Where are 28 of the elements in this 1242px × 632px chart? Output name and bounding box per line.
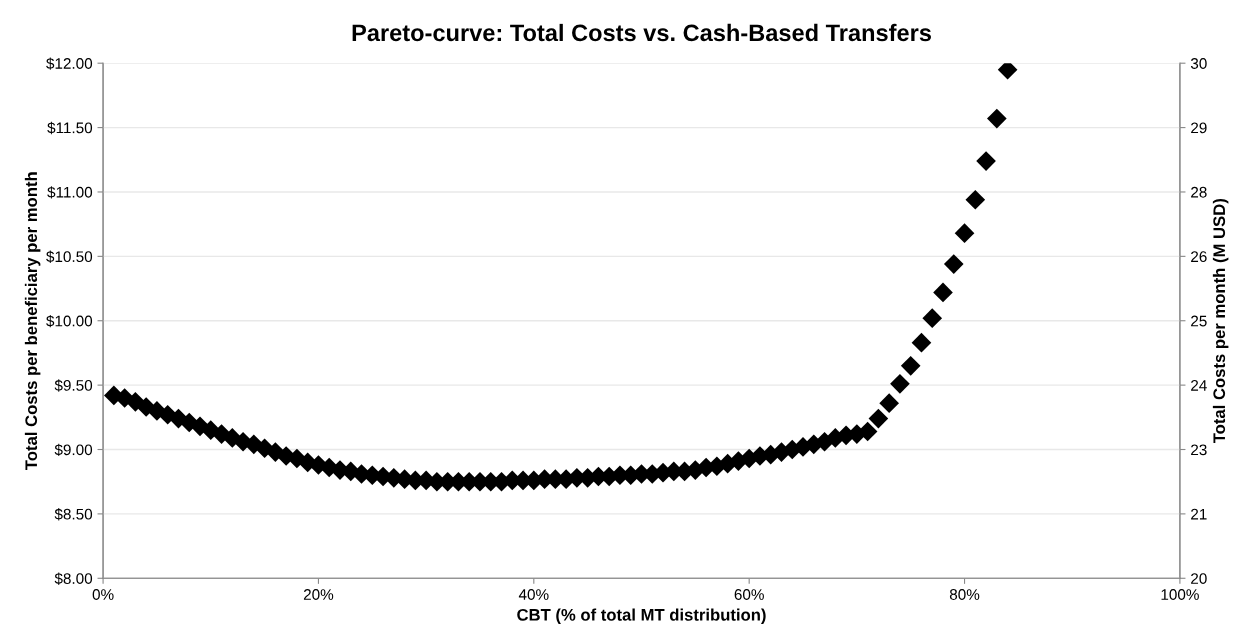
- x-tick-label: 20%: [303, 589, 334, 600]
- y2-tick-label: 30: [1190, 58, 1207, 69]
- y-tick-label: $8.00: [54, 572, 93, 585]
- y2-tick-label: 26: [1191, 251, 1207, 263]
- y-tick-label: $10.50: [46, 250, 93, 263]
- y2-tick-label: 24: [1191, 379, 1207, 391]
- y2-tick-label: 23: [1191, 444, 1207, 456]
- x-tick-label: 60%: [734, 589, 764, 600]
- y2-tick-label: 25: [1191, 315, 1207, 327]
- y-tick-label: $9.00: [54, 443, 93, 457]
- y-tick-label: $11.50: [47, 121, 93, 135]
- y2-tick-label: 28: [1191, 186, 1207, 198]
- x-tick-label: 100%: [1161, 589, 1199, 600]
- y-tick-label: $8.50: [54, 508, 93, 521]
- y2-axis-title: Total Costs per month (M USD): [1212, 199, 1229, 444]
- x-tick-label: 40%: [518, 589, 549, 600]
- x-tick-label: 0%: [92, 589, 114, 600]
- y-tick-label: $12.00: [46, 57, 93, 70]
- y-tick-label: $9.50: [54, 379, 93, 392]
- y-tick-label: $10.00: [46, 314, 93, 328]
- chart-title: Pareto-curve: Total Costs vs. Cash-Based Transfers: [352, 23, 931, 42]
- x-axis-title: CBT (% of total MT distribution): [517, 608, 766, 625]
- x-tick-label: 80%: [949, 589, 980, 600]
- y2-tick-label: 21: [1191, 508, 1207, 520]
- y2-tick-label: 20: [1191, 573, 1207, 584]
- y2-tick-label: 29: [1191, 122, 1207, 134]
- y-tick-label: $11.00: [47, 186, 93, 199]
- y-axis-title: Total Costs per beneficiary per month: [24, 172, 41, 470]
